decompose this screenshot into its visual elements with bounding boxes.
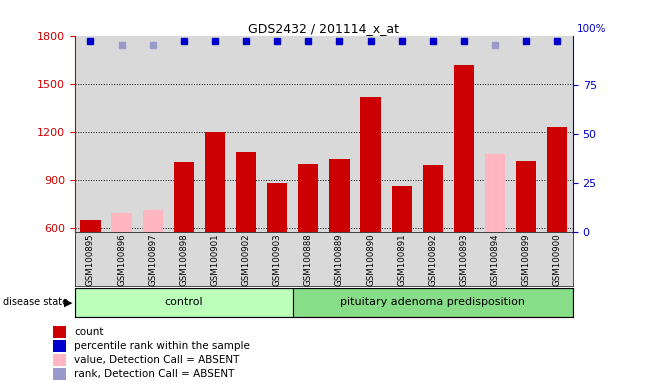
Bar [53,340,66,352]
Text: disease state: disease state [3,297,68,308]
Text: GSM100892: GSM100892 [428,233,437,286]
Text: GSM100899: GSM100899 [521,233,531,286]
Bar [267,183,287,232]
Text: GSM100896: GSM100896 [117,233,126,286]
Text: GSM100902: GSM100902 [242,233,251,286]
Bar [174,162,194,232]
Bar [485,154,505,232]
Bar [143,210,163,232]
Title: GDS2432 / 201114_x_at: GDS2432 / 201114_x_at [249,22,399,35]
Text: percentile rank within the sample: percentile rank within the sample [74,341,250,351]
Bar [80,220,100,232]
Bar [53,354,66,366]
Bar [75,288,293,317]
Bar [422,166,443,232]
Bar [391,186,412,232]
Text: GSM100893: GSM100893 [460,233,469,286]
Text: GSM100891: GSM100891 [397,233,406,286]
Text: rank, Detection Call = ABSENT: rank, Detection Call = ABSENT [74,369,234,379]
Text: GSM100890: GSM100890 [366,233,375,286]
Bar [205,132,225,232]
Text: 100%: 100% [577,24,607,34]
Bar [53,368,66,379]
Text: GSM100894: GSM100894 [491,233,499,286]
Bar [298,164,318,232]
Text: control: control [165,297,203,308]
Bar [53,326,66,338]
Bar [293,288,573,317]
Text: ▶: ▶ [64,297,72,308]
Bar [547,127,568,232]
Text: GSM100889: GSM100889 [335,233,344,286]
Text: GSM100897: GSM100897 [148,233,157,286]
Text: GSM100901: GSM100901 [210,233,219,286]
Text: GSM100898: GSM100898 [179,233,188,286]
Bar [516,161,536,232]
Text: GSM100903: GSM100903 [273,233,282,286]
Bar [236,152,256,232]
Bar [111,213,132,232]
Text: GSM100900: GSM100900 [553,233,562,286]
Bar [361,97,381,232]
Text: value, Detection Call = ABSENT: value, Detection Call = ABSENT [74,355,240,365]
Text: GSM100888: GSM100888 [304,233,313,286]
Bar [329,159,350,232]
Text: count: count [74,327,104,337]
Text: GSM100895: GSM100895 [86,233,95,286]
Text: pituitary adenoma predisposition: pituitary adenoma predisposition [340,297,525,308]
Bar [454,65,474,232]
